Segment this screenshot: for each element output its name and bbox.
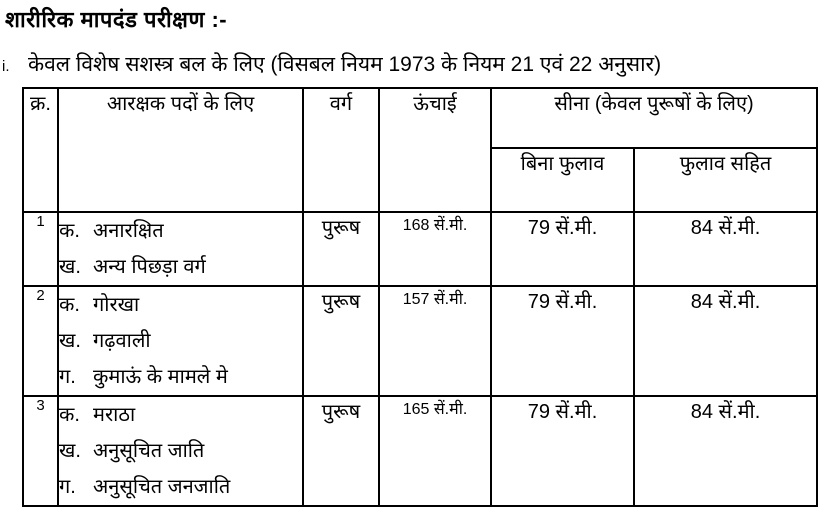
table-row: 1 क. अनारक्षित ख. अन्य पिछड़ा वर्ग पुरूष…: [22, 211, 818, 287]
post-line: ख. अन्य पिछड़ा वर्ग: [59, 249, 302, 285]
post-line-text: मराठा: [93, 404, 136, 426]
chest-without-value: 79 सें.मी.: [490, 211, 635, 287]
post-line-marker: ख.: [59, 440, 81, 462]
column-header-height: ऊंचाई: [378, 87, 492, 213]
chest-with-value: 84 सें.मी.: [633, 211, 818, 287]
column-header-posts: आरक्षक पदों के लिए: [57, 87, 304, 213]
section-subtitle: केवल विशेष सशस्त्र बल के लिए (विसबल नियम…: [28, 53, 662, 76]
table-row: 3 क. मराठा ख. अनुसूचित जाति ग. अनुसूचित …: [22, 395, 818, 507]
table-row: 2 क. गोरखा ख. गढ़वाली ग. कुमाऊं के मामले…: [22, 285, 818, 397]
serial-number: 2: [22, 285, 59, 397]
post-line-text: कुमाऊं के मामले मे: [93, 366, 228, 388]
post-line: क. गोरखा: [59, 287, 302, 323]
post-line: ग. अनुसूचित जनजाति: [59, 469, 302, 505]
post-line: ख. गढ़वाली: [59, 323, 302, 359]
list-item-i: i. केवल विशेष सशस्त्र बल के लिए (विसबल न…: [2, 50, 825, 78]
column-header-chest-without: बिना फुलाव: [490, 147, 635, 213]
page-title: शारीरिक मापदंड परीक्षण :-: [5, 7, 228, 32]
posts-cell: क. मराठा ख. अनुसूचित जाति ग. अनुसूचित जन…: [57, 395, 304, 507]
header-row-sub: बिना फुलाव फुलाव सहित: [23, 147, 818, 213]
post-line: ग. कुमाऊं के मामले मे: [59, 359, 302, 395]
posts-cell: क. गोरखा ख. गढ़वाली ग. कुमाऊं के मामले म…: [57, 285, 304, 397]
post-line-text: अनुसूचित जाति: [93, 440, 205, 462]
post-line: ख. अनुसूचित जाति: [59, 433, 302, 469]
post-line-marker: क.: [59, 220, 80, 242]
serial-number: 1: [22, 211, 59, 287]
post-line-text: अनारक्षित: [93, 220, 164, 242]
post-line-text: अनुसूचित जनजाति: [93, 476, 231, 498]
standards-table: क्र. आरक्षक पदों के लिए वर्ग ऊंचाई सीना …: [22, 87, 818, 507]
category-value: पुरूष: [302, 285, 380, 397]
serial-number: 3: [22, 395, 59, 507]
post-line-marker: क.: [59, 294, 80, 316]
post-line-marker: ग.: [59, 366, 76, 388]
post-line-text: गोरखा: [93, 294, 140, 316]
category-value: पुरूष: [302, 211, 380, 287]
post-line: क. मराठा: [59, 397, 302, 433]
column-header-serial: क्र.: [22, 87, 59, 213]
post-line: क. अनारक्षित: [59, 213, 302, 249]
post-line-marker: ख.: [59, 330, 81, 352]
chest-with-value: 84 सें.मी.: [633, 285, 818, 397]
post-line-marker: ख.: [59, 256, 81, 278]
posts-cell: क. अनारक्षित ख. अन्य पिछड़ा वर्ग: [57, 211, 304, 287]
height-value: 168 सें.मी.: [378, 211, 492, 287]
chest-with-value: 84 सें.मी.: [633, 395, 818, 507]
chest-without-value: 79 सें.मी.: [490, 395, 635, 507]
post-line-text: गढ़वाली: [93, 330, 151, 352]
header-row-top: क्र. आरक्षक पदों के लिए वर्ग ऊंचाई सीना …: [22, 87, 818, 213]
height-value: 165 सें.मी.: [378, 395, 492, 507]
column-header-category: वर्ग: [302, 87, 380, 213]
column-header-chest-group: सीना (केवल पुरूषों के लिए): [490, 87, 818, 149]
list-marker: i.: [2, 58, 10, 75]
post-line-text: अन्य पिछड़ा वर्ग: [93, 256, 206, 278]
column-header-chest-with: फुलाव सहित: [633, 147, 818, 213]
post-line-marker: ग.: [59, 476, 76, 498]
height-value: 157 सें.मी.: [378, 285, 492, 397]
post-line-marker: क.: [59, 404, 80, 426]
category-value: पुरूष: [302, 395, 380, 507]
chest-without-value: 79 सें.मी.: [490, 285, 635, 397]
